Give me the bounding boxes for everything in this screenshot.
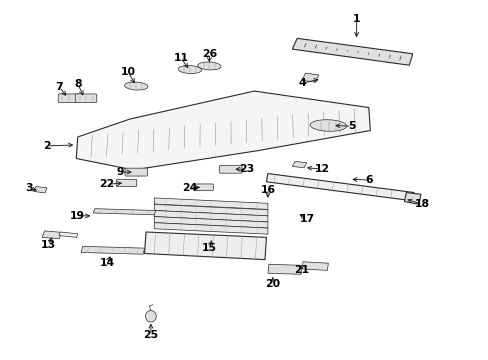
Polygon shape: [292, 39, 412, 65]
Text: 15: 15: [202, 243, 217, 253]
Polygon shape: [404, 193, 420, 204]
Polygon shape: [154, 211, 267, 222]
Text: 3: 3: [25, 183, 33, 193]
Text: 18: 18: [414, 199, 429, 210]
Text: 9: 9: [116, 167, 123, 177]
Polygon shape: [154, 204, 267, 216]
FancyBboxPatch shape: [116, 179, 137, 186]
Text: 10: 10: [121, 67, 136, 77]
Polygon shape: [42, 231, 61, 239]
Polygon shape: [81, 246, 144, 254]
Polygon shape: [266, 174, 413, 201]
Text: 13: 13: [41, 240, 56, 250]
Text: 8: 8: [74, 79, 81, 89]
FancyBboxPatch shape: [75, 94, 97, 103]
Text: 17: 17: [299, 215, 314, 224]
Text: 14: 14: [99, 258, 114, 268]
FancyBboxPatch shape: [125, 168, 147, 176]
Polygon shape: [154, 217, 267, 228]
Text: 11: 11: [173, 53, 188, 63]
Polygon shape: [34, 186, 47, 193]
Polygon shape: [154, 223, 267, 234]
Text: 25: 25: [143, 330, 158, 340]
Text: 7: 7: [55, 82, 63, 92]
Polygon shape: [93, 209, 156, 215]
Text: 4: 4: [298, 78, 305, 88]
Polygon shape: [59, 232, 78, 237]
Text: 19: 19: [70, 211, 85, 221]
Text: 6: 6: [364, 175, 372, 185]
Text: 26: 26: [202, 49, 217, 59]
Text: 23: 23: [239, 164, 254, 174]
FancyBboxPatch shape: [58, 94, 80, 103]
Text: 1: 1: [352, 14, 360, 24]
Polygon shape: [302, 262, 328, 270]
Ellipse shape: [197, 62, 221, 70]
Polygon shape: [76, 91, 369, 170]
Text: 2: 2: [43, 141, 51, 151]
Polygon shape: [144, 232, 266, 260]
Text: 24: 24: [182, 183, 197, 193]
Ellipse shape: [178, 66, 201, 73]
Text: 12: 12: [314, 164, 329, 174]
FancyBboxPatch shape: [195, 184, 213, 190]
Ellipse shape: [145, 311, 156, 322]
Text: 16: 16: [260, 185, 275, 195]
Polygon shape: [302, 73, 318, 82]
FancyBboxPatch shape: [219, 165, 242, 173]
Text: 20: 20: [264, 279, 280, 289]
Text: 21: 21: [294, 265, 309, 275]
Ellipse shape: [309, 120, 346, 131]
Text: 5: 5: [347, 121, 355, 131]
Polygon shape: [154, 198, 267, 210]
Polygon shape: [292, 161, 306, 168]
Ellipse shape: [124, 82, 147, 90]
Text: 22: 22: [99, 179, 114, 189]
Polygon shape: [267, 264, 302, 274]
